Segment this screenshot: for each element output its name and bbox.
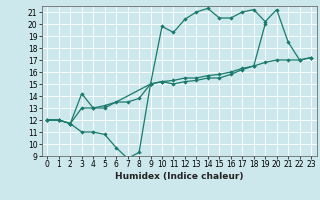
X-axis label: Humidex (Indice chaleur): Humidex (Indice chaleur) [115, 172, 244, 181]
